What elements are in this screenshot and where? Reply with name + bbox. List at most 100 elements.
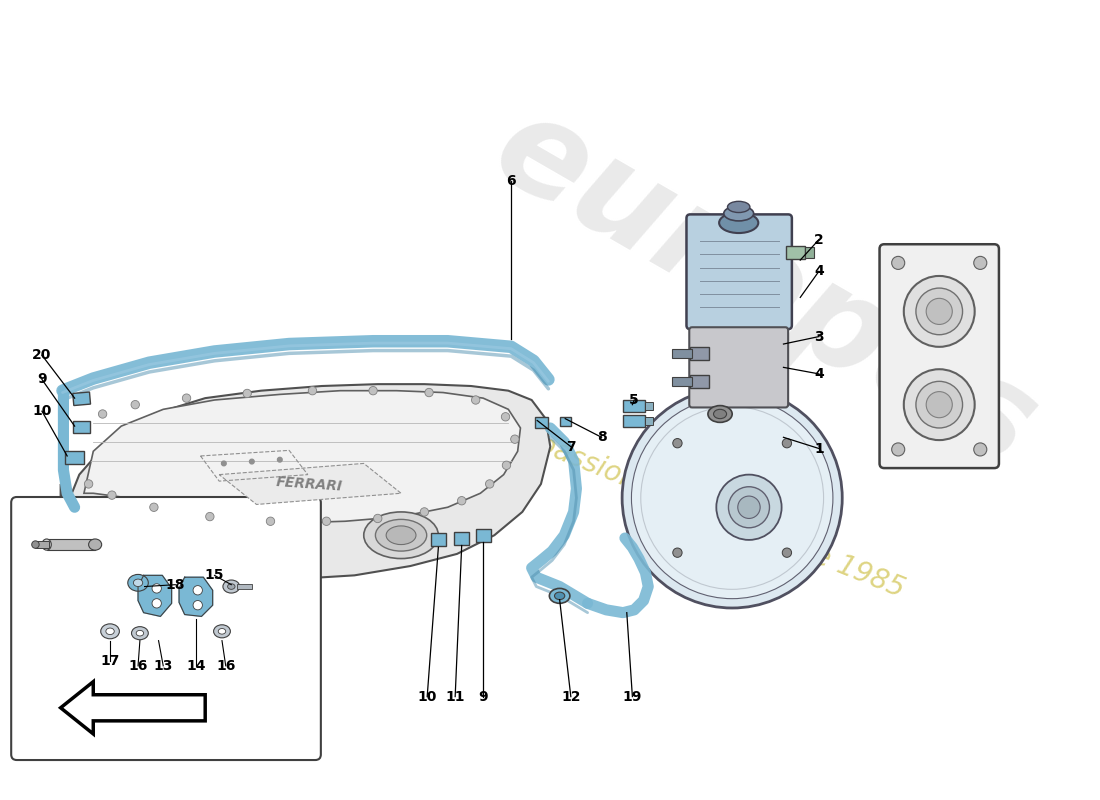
Circle shape [98,410,107,418]
Circle shape [458,497,466,505]
Bar [623,400,646,412]
Bar [690,375,708,388]
Bar [560,417,571,426]
Bar [623,415,646,427]
Circle shape [631,398,833,598]
Ellipse shape [89,539,101,550]
Text: 16: 16 [129,659,147,673]
Polygon shape [179,578,212,616]
Bar [65,451,84,464]
Polygon shape [219,463,402,505]
Circle shape [503,461,510,470]
Circle shape [716,474,782,540]
Bar [646,402,653,410]
Bar [805,247,814,258]
Ellipse shape [42,539,52,550]
Ellipse shape [727,202,750,213]
Text: a passion for parts since 1985: a passion for parts since 1985 [509,420,909,603]
Text: 18: 18 [166,578,185,592]
Ellipse shape [364,512,439,558]
Circle shape [243,390,252,398]
Circle shape [183,394,190,402]
Polygon shape [60,682,206,734]
Ellipse shape [218,629,226,634]
Text: 9: 9 [478,690,488,704]
Text: 3: 3 [814,330,824,343]
Bar [475,529,491,542]
Circle shape [277,458,282,462]
Circle shape [502,413,509,421]
Ellipse shape [714,410,727,418]
Circle shape [904,370,975,440]
Ellipse shape [375,519,427,551]
Circle shape [308,386,317,395]
Text: 16: 16 [216,659,235,673]
Ellipse shape [32,541,40,548]
Circle shape [673,548,682,558]
Ellipse shape [101,624,120,638]
Text: 20: 20 [32,348,52,362]
Bar [35,541,48,548]
Ellipse shape [386,526,416,545]
Circle shape [221,461,227,466]
Polygon shape [138,575,172,616]
Circle shape [510,435,519,443]
Text: 7: 7 [566,440,575,454]
Circle shape [266,517,275,526]
Ellipse shape [223,580,240,593]
Circle shape [926,392,953,418]
Circle shape [974,256,987,270]
Text: 4: 4 [814,367,824,381]
Bar [73,392,90,406]
Circle shape [892,443,904,456]
Circle shape [782,548,792,558]
Ellipse shape [136,630,144,636]
Circle shape [472,396,480,404]
Bar [646,417,653,425]
FancyBboxPatch shape [690,327,788,407]
Text: 14: 14 [186,659,206,673]
Text: 15: 15 [205,568,224,582]
Ellipse shape [719,213,758,233]
Ellipse shape [554,592,564,599]
Circle shape [904,276,975,347]
Text: 8: 8 [596,430,606,444]
Circle shape [425,388,433,397]
Ellipse shape [133,579,143,586]
Ellipse shape [213,625,230,638]
Text: 10: 10 [32,404,52,418]
Text: 11: 11 [446,690,465,704]
Text: FERRARI: FERRARI [276,474,343,494]
FancyBboxPatch shape [11,497,321,760]
Text: europes: europes [473,82,1057,494]
Ellipse shape [106,628,114,634]
Circle shape [673,438,682,448]
Ellipse shape [708,406,733,422]
Text: 1: 1 [814,442,824,455]
Circle shape [368,386,377,395]
Circle shape [738,496,760,518]
Circle shape [623,388,843,608]
Circle shape [108,491,117,499]
Ellipse shape [549,589,570,603]
FancyBboxPatch shape [880,244,999,468]
Bar [73,421,89,433]
Bar [786,246,805,259]
Ellipse shape [724,206,754,221]
Ellipse shape [228,584,235,590]
Circle shape [250,459,254,464]
Text: 2: 2 [814,233,824,246]
Circle shape [194,601,202,610]
Circle shape [152,584,162,593]
Circle shape [322,517,331,526]
Circle shape [85,480,92,488]
Circle shape [420,508,429,516]
Bar [536,417,549,428]
Circle shape [728,486,770,528]
Circle shape [374,514,382,522]
Text: 4: 4 [814,264,824,278]
Circle shape [782,438,792,448]
Bar [431,534,446,546]
Text: 12: 12 [561,690,581,704]
Ellipse shape [128,574,148,591]
